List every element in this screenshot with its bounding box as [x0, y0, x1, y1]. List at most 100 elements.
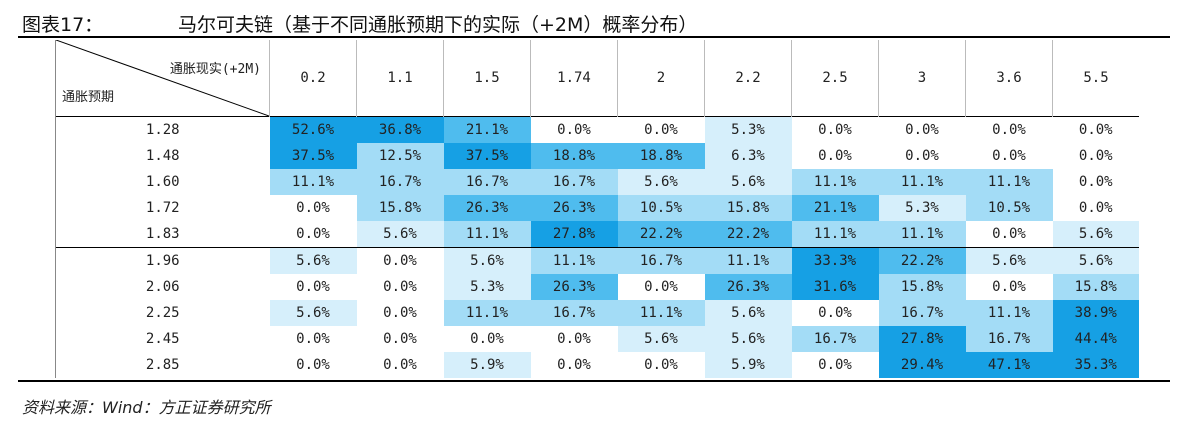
cell: 15.8%: [356, 195, 444, 221]
cell: 0.0%: [356, 352, 444, 378]
row-label: 2.06: [55, 274, 270, 300]
cell: 5.9%: [443, 352, 531, 378]
cell: 0.0%: [269, 352, 357, 378]
cell: 11.1%: [878, 169, 966, 195]
cell: 21.1%: [791, 195, 879, 221]
cell: 0.0%: [791, 116, 879, 143]
row-label: 1.60: [55, 169, 270, 195]
cell: 33.3%: [791, 247, 879, 274]
row: 2.85 0.0% 0.0% 5.9% 0.0% 0.0% 5.9% 0.0% 29.4% 47.…: [55, 352, 1139, 378]
cell: 52.6%: [269, 116, 357, 143]
column-header: 1.5: [443, 40, 531, 117]
cell: 29.4%: [878, 352, 966, 378]
row-label: 2.25: [55, 300, 270, 326]
cell: 5.6%: [1052, 221, 1139, 248]
column-header: 3.6: [965, 40, 1053, 117]
cell: 16.7%: [878, 300, 966, 326]
cell: 0.0%: [1052, 143, 1139, 169]
cell: 36.8%: [356, 116, 444, 143]
row: 1.60 11.1% 16.7% 16.7% 16.7% 5.6% 5.6% 11.1% 11.…: [55, 169, 1139, 195]
cell: 5.6%: [617, 326, 705, 352]
cell: 21.1%: [443, 116, 531, 143]
figure-number: 图表17：: [22, 14, 104, 36]
cell: 5.6%: [704, 326, 792, 352]
cell: 0.0%: [530, 116, 618, 143]
column-header: 1.74: [530, 40, 618, 117]
cell: 0.0%: [791, 352, 879, 378]
corner-cell: 通胀现实(+2M) 通胀预期: [55, 40, 270, 117]
cell: 5.6%: [269, 300, 357, 326]
cell: 26.3%: [704, 274, 792, 300]
cell: 16.7%: [356, 169, 444, 195]
row: 1.72 0.0% 15.8% 26.3% 26.3% 10.5% 15.8% 21.1% 5.…: [55, 195, 1139, 221]
cell: 11.1%: [791, 221, 879, 248]
row: 2.25 5.6% 0.0% 11.1% 16.7% 11.1% 5.6% 0.0% 16.7%…: [55, 300, 1139, 326]
cell: 5.3%: [443, 274, 531, 300]
cell: 0.0%: [617, 116, 705, 143]
cell: 22.2%: [704, 221, 792, 248]
cell: 0.0%: [269, 326, 357, 352]
cell: 11.1%: [443, 300, 531, 326]
cell: 26.3%: [443, 195, 531, 221]
cell: 5.6%: [965, 247, 1053, 274]
cell: 27.8%: [530, 221, 618, 248]
cell: 0.0%: [1052, 169, 1139, 195]
row-label: 1.28: [55, 116, 270, 143]
cell: 0.0%: [530, 352, 618, 378]
bottom-rule: [18, 380, 1170, 382]
cell: 0.0%: [1052, 116, 1139, 143]
cell: 0.0%: [965, 116, 1053, 143]
cell: 11.1%: [704, 247, 792, 274]
cell: 5.9%: [704, 352, 792, 378]
column-header: 1.1: [356, 40, 444, 117]
cell: 11.1%: [791, 169, 879, 195]
column-header: 0.2: [269, 40, 357, 117]
row: 1.83 0.0% 5.6% 11.1% 27.8% 22.2% 22.2% 11.1% 11.…: [55, 221, 1139, 248]
row-label: 2.85: [55, 352, 270, 378]
cell: 0.0%: [965, 274, 1053, 300]
table: 通胀现实(+2M) 通胀预期 0.2 1.1 1.5 1.74 2 2.2 2.5 3 3.6 5…: [55, 40, 1139, 378]
cell: 16.7%: [443, 169, 531, 195]
cell: 0.0%: [356, 300, 444, 326]
cell: 38.9%: [1052, 300, 1139, 326]
cell: 37.5%: [269, 143, 357, 169]
cell: 47.1%: [965, 352, 1053, 378]
cell: 0.0%: [878, 143, 966, 169]
cell: 22.2%: [878, 247, 966, 274]
cell: 16.7%: [617, 247, 705, 274]
cell: 5.6%: [704, 300, 792, 326]
cell: 16.7%: [791, 326, 879, 352]
cell: 10.5%: [965, 195, 1053, 221]
cell: 0.0%: [965, 221, 1053, 248]
cell: 11.1%: [530, 247, 618, 274]
row-label: 2.45: [55, 326, 270, 352]
cell: 0.0%: [269, 221, 357, 248]
cell: 27.8%: [878, 326, 966, 352]
cell: 0.0%: [269, 195, 357, 221]
cell: 0.0%: [1052, 195, 1139, 221]
row: 1.28 52.6% 36.8% 21.1% 0.0% 0.0% 5.3% 0.0% 0.0% 0…: [55, 116, 1139, 143]
cell: 5.6%: [1052, 247, 1139, 274]
cell: 16.7%: [965, 326, 1053, 352]
cell: 5.6%: [443, 247, 531, 274]
column-header: 2.5: [791, 40, 879, 117]
row-label: 1.83: [55, 221, 270, 248]
cell: 0.0%: [791, 300, 879, 326]
cell: 15.8%: [1052, 274, 1139, 300]
cell: 0.0%: [356, 274, 444, 300]
cell: 11.1%: [965, 300, 1053, 326]
cell: 0.0%: [791, 143, 879, 169]
row: 1.96 5.6% 0.0% 5.6% 11.1% 16.7% 11.1% 33.3% 22.2…: [55, 247, 1139, 274]
cell: 0.0%: [269, 274, 357, 300]
corner-bottom: 通胀预期: [62, 90, 115, 105]
cell: 0.0%: [356, 247, 444, 274]
row: 2.06 0.0% 0.0% 5.3% 26.3% 0.0% 26.3% 31.6% 15.8%…: [55, 274, 1139, 300]
cell: 18.8%: [530, 143, 618, 169]
cell: 12.5%: [356, 143, 444, 169]
row-label: 1.96: [55, 247, 270, 274]
header-row: 通胀现实(+2M) 通胀预期 0.2 1.1 1.5 1.74 2 2.2 2.5 3 3.6 5…: [55, 40, 1139, 117]
cell: 15.8%: [878, 274, 966, 300]
row: 2.45 0.0% 0.0% 0.0% 0.0% 5.6% 5.6% 16.7% 27.8% 16…: [55, 326, 1139, 352]
figure-title: 马尔可夫链（基于不同通胀预期下的实际（+2M）概率分布）: [178, 14, 698, 36]
